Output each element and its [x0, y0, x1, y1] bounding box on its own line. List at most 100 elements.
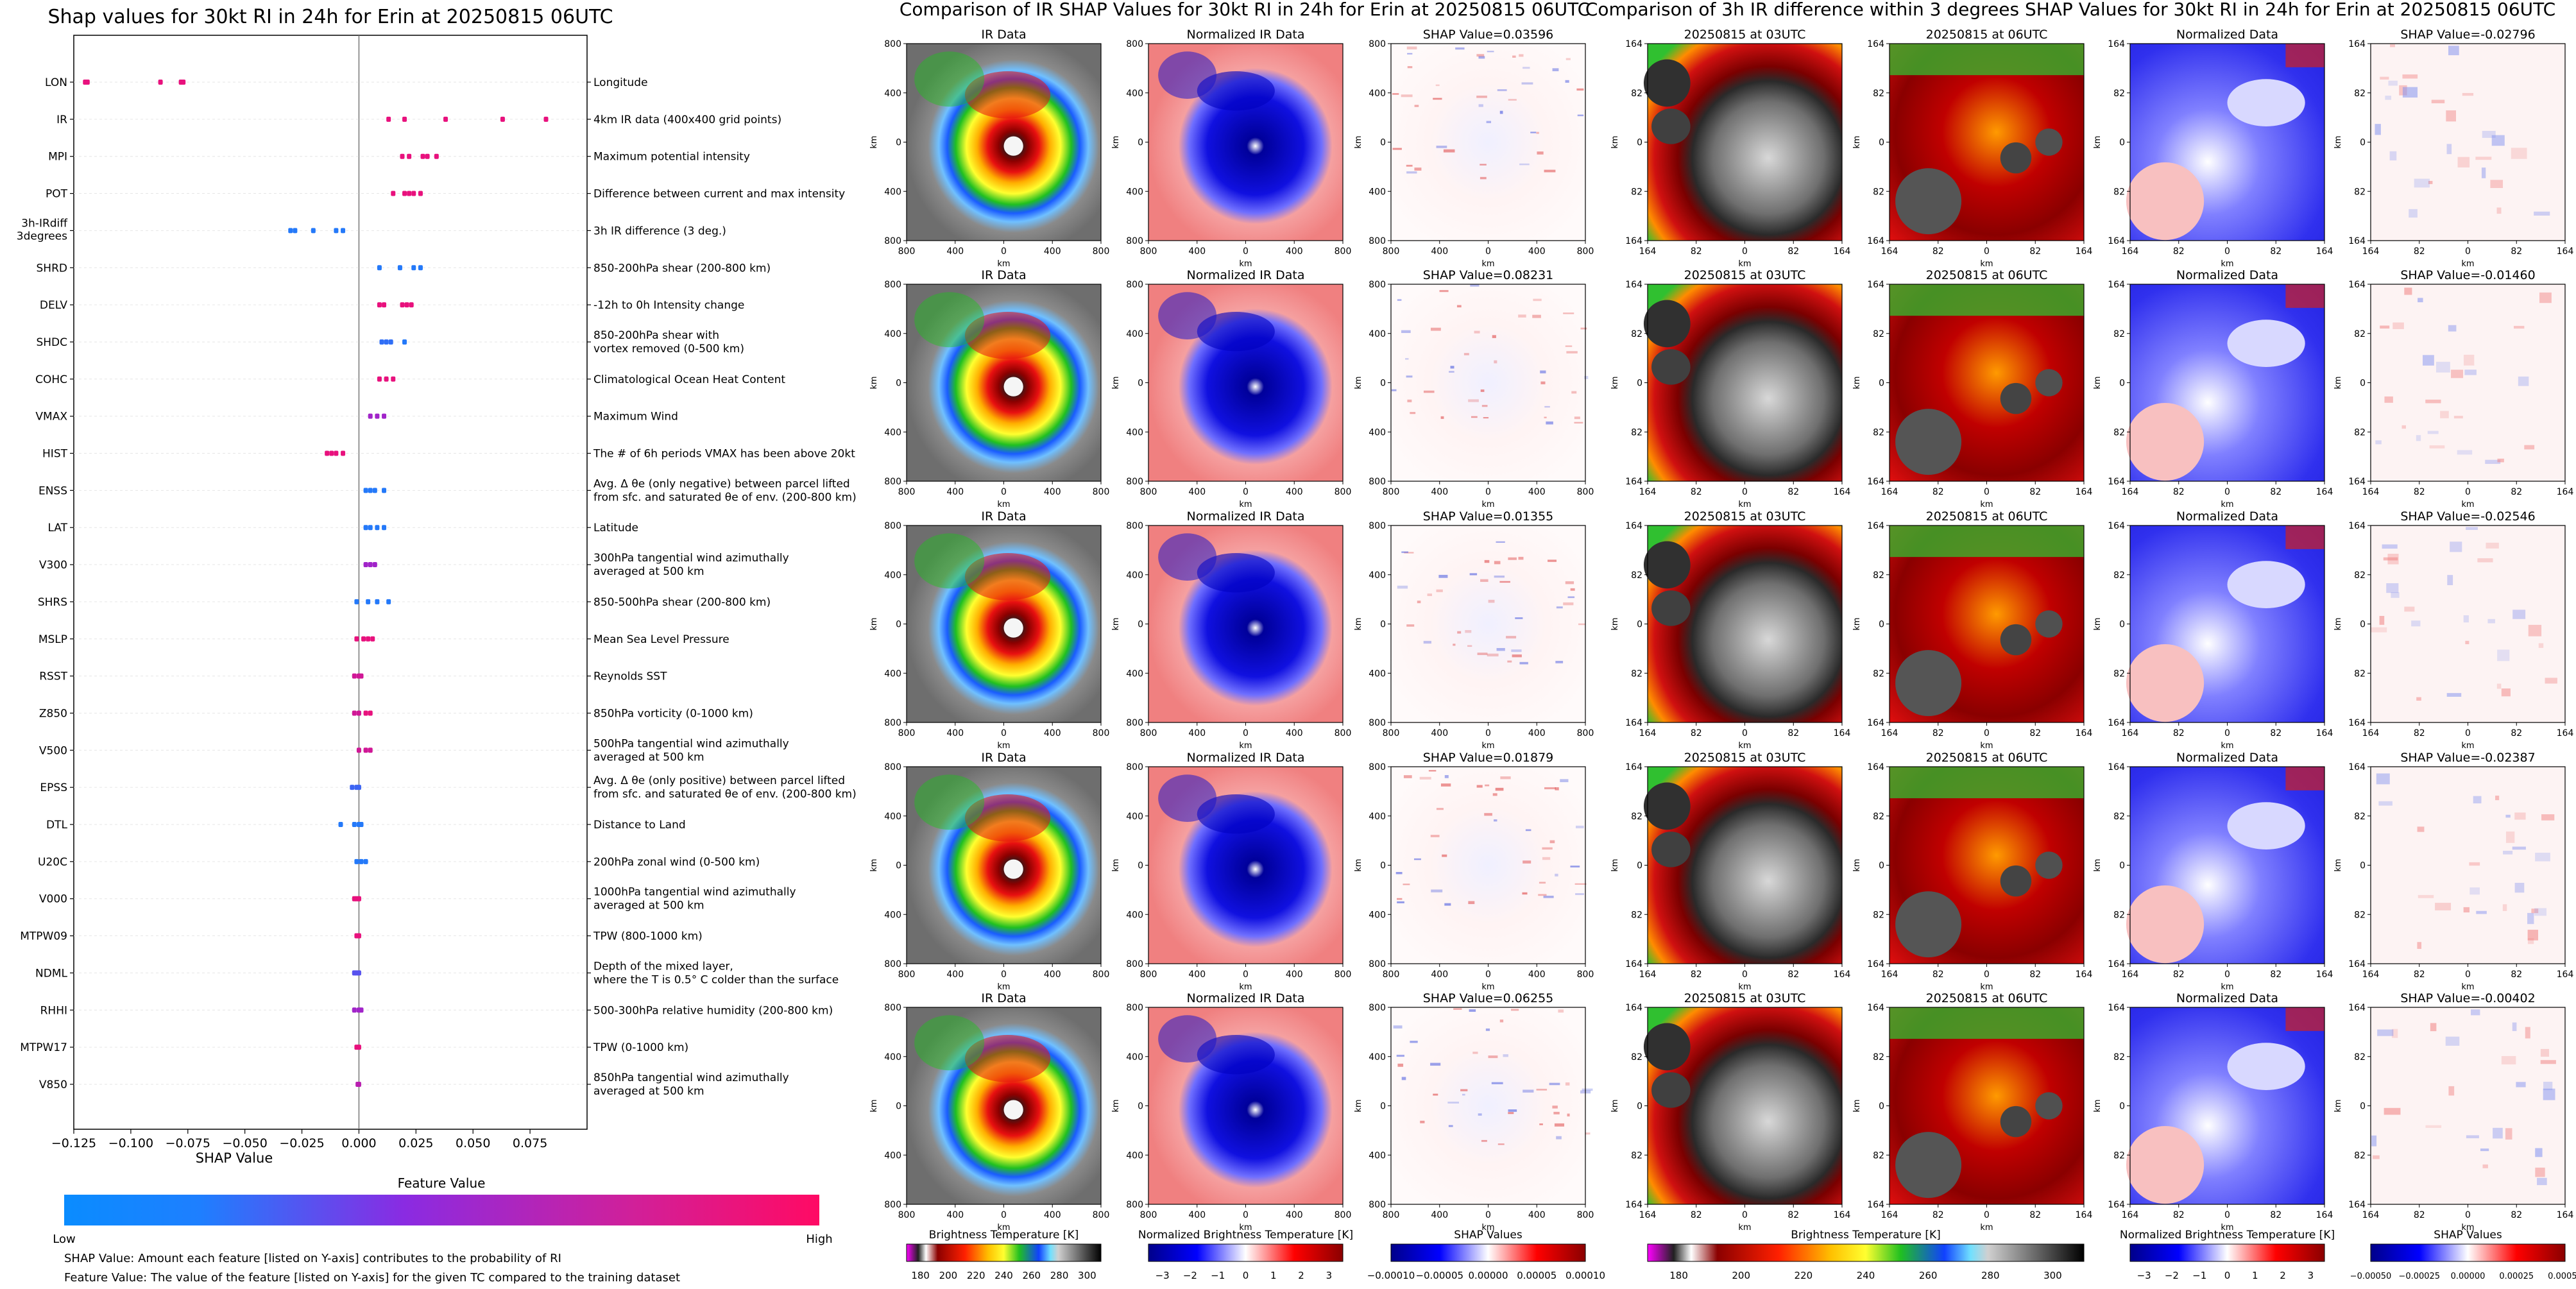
- shap-speckle: [2476, 910, 2487, 914]
- shap-speckle: [1484, 559, 1490, 563]
- colorbar-label: SHAP Values: [2434, 1229, 2502, 1242]
- shap-speckle: [1492, 793, 1497, 796]
- shap-speckle: [2525, 1027, 2530, 1039]
- shap-map: [1391, 1007, 1585, 1204]
- shap-speckle: [2463, 907, 2470, 913]
- shap-point: [382, 302, 387, 308]
- shap-speckle: [1444, 903, 1451, 906]
- shap-speckle: [2390, 44, 2395, 47]
- colorbar-tick-label: 0.00050: [2548, 1272, 2576, 1281]
- ir-zoom-band: [1889, 44, 2084, 76]
- shap-speckle: [1491, 1082, 1503, 1084]
- colorbar-shap: [1390, 1243, 1586, 1262]
- shap-point: [341, 450, 346, 456]
- shap-speckle: [1472, 1052, 1478, 1054]
- shap-speckle: [1508, 1112, 1514, 1114]
- shap-point: [352, 1007, 357, 1013]
- shap-point: [402, 339, 407, 345]
- y-tick-label: 82: [2113, 910, 2125, 920]
- colorbar-tick-label: −1: [2192, 1270, 2206, 1281]
- y-tick-label: 800: [884, 39, 901, 49]
- shap-point: [384, 339, 389, 345]
- colorbar-tick-label: 1: [1270, 1270, 1277, 1281]
- colorbar-tick-label: 3: [2308, 1270, 2314, 1281]
- shap-speckle: [1548, 559, 1557, 562]
- feature-description: averaged at 500 km: [593, 751, 704, 764]
- shap-speckle: [2416, 435, 2421, 441]
- feature-description: TPW (800-1000 km): [593, 930, 703, 943]
- x-tick-label: 0: [1243, 969, 1249, 980]
- y-tick-label: 164: [1625, 762, 1642, 773]
- shap-speckle: [2393, 322, 2404, 329]
- shap-speckle: [2375, 124, 2381, 135]
- shap-speckle: [2429, 445, 2445, 448]
- x-tick-label: 800: [1577, 969, 1594, 980]
- subplot-title: 20250815 at 03UTC: [1684, 991, 1806, 1005]
- y-tick-label: 800: [1126, 762, 1143, 773]
- y-tick-label: 164: [2348, 280, 2366, 290]
- ir-zoom-cell: [1651, 349, 1691, 385]
- shap-speckle: [2469, 862, 2480, 866]
- ir-eye: [1003, 1100, 1023, 1120]
- shap-speckle: [2505, 1128, 2512, 1140]
- ir-zoom-cell: [2035, 1092, 2063, 1120]
- shap-speckle: [2527, 930, 2539, 941]
- y-tick-label: 800: [1369, 1003, 1386, 1013]
- shap-speckle: [2512, 1022, 2517, 1031]
- subplot-title: 20250815 at 03UTC: [1684, 28, 1806, 42]
- shap-point: [361, 636, 366, 642]
- normalized-zoom-edge: [2285, 767, 2324, 790]
- shap-speckle: [1460, 1089, 1468, 1091]
- y-tick-label: 82: [2113, 187, 2125, 197]
- y-tick-label: 164: [1625, 280, 1642, 290]
- shap-speckle: [1431, 889, 1443, 892]
- shap-speckle: [2428, 180, 2433, 184]
- y-axis-label: km: [1610, 376, 1620, 389]
- shap-speckle: [1414, 105, 1419, 107]
- colorbar-tick-label: 2: [1298, 1270, 1304, 1281]
- subplot-title: IR Data: [981, 751, 1026, 765]
- y-tick-label: 400: [1126, 1150, 1143, 1161]
- y-axis-label: km: [2093, 858, 2103, 871]
- shap-zoom-map: [2371, 1007, 2565, 1204]
- shap-speckle: [2423, 355, 2434, 366]
- shap-speckle: [1536, 1088, 1548, 1091]
- shap-speckle: [1406, 164, 1413, 167]
- subplot-title: 20250815 at 06UTC: [1926, 268, 2048, 282]
- x-tick-label: 400: [946, 246, 964, 257]
- x-tick-label: 164: [1639, 728, 1657, 738]
- x-axis-label: km: [1980, 982, 1993, 992]
- panel-title: Comparison of IR SHAP Values for 30kt RI…: [900, 0, 1590, 20]
- y-tick-label: 82: [1631, 669, 1642, 679]
- shap-speckle: [2463, 354, 2475, 366]
- colorbar-tick-label: −2: [2165, 1270, 2179, 1281]
- colorbar-tick-label: 300: [2043, 1270, 2062, 1281]
- shap-point: [379, 339, 384, 345]
- x-tick-label: 164: [2362, 487, 2380, 497]
- x-tick-label: 800: [1335, 728, 1352, 738]
- y-tick-label: 800: [1126, 1200, 1143, 1210]
- x-tick-label: 0.025: [398, 1136, 433, 1150]
- shap-speckle: [1533, 298, 1542, 302]
- shap-speckle: [1420, 1120, 1425, 1123]
- x-axis-label: km: [1738, 500, 1751, 509]
- shap-speckle: [1436, 808, 1444, 810]
- shap-speckle: [1414, 167, 1422, 171]
- y-tick-label: 164: [2348, 959, 2366, 969]
- shap-speckle: [2497, 458, 2504, 463]
- ir-zoom-cell: [1651, 832, 1691, 867]
- x-tick-label: 164: [2362, 728, 2380, 738]
- y-axis-label: km: [869, 135, 879, 148]
- feature-label: DELV: [40, 299, 67, 312]
- y-tick-label: 800: [884, 1003, 901, 1013]
- x-axis-label: km: [997, 982, 1010, 992]
- shap-speckle: [2518, 376, 2529, 386]
- feature-description: Distance to Land: [593, 819, 686, 832]
- x-tick-label: 0: [1984, 969, 1990, 980]
- y-tick-label: 0: [1879, 1102, 1884, 1112]
- y-tick-label: 800: [884, 959, 901, 969]
- x-tick-label: 400: [1431, 728, 1448, 738]
- shap-point: [377, 265, 382, 271]
- x-tick-label: 800: [898, 969, 916, 980]
- shap-point: [386, 116, 391, 122]
